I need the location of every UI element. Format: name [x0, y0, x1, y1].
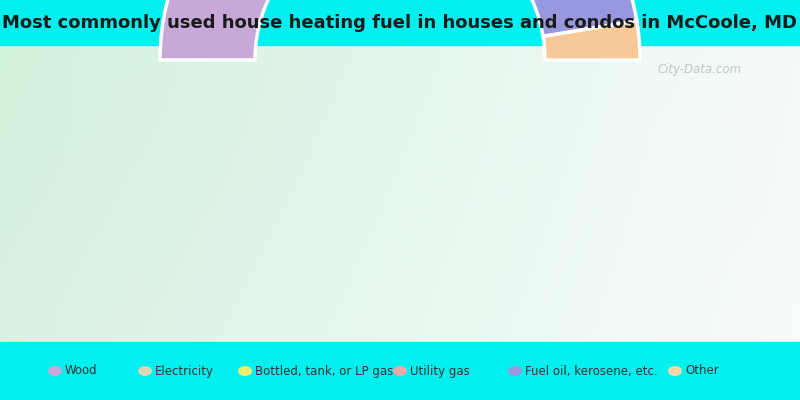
Wedge shape: [160, 0, 312, 60]
Text: Wood: Wood: [65, 364, 98, 378]
Bar: [0, 342, 800, 400]
Text: Fuel oil, kerosene, etc.: Fuel oil, kerosene, etc.: [525, 364, 658, 378]
Ellipse shape: [48, 366, 62, 376]
Ellipse shape: [138, 366, 152, 376]
Text: Utility gas: Utility gas: [410, 364, 470, 378]
Ellipse shape: [393, 366, 407, 376]
Bar: [0, 0, 800, 45]
Text: Other: Other: [685, 364, 718, 378]
Text: City-Data.com: City-Data.com: [658, 64, 742, 76]
Ellipse shape: [508, 366, 522, 376]
Ellipse shape: [238, 366, 252, 376]
Wedge shape: [518, 0, 637, 36]
Text: Most commonly used house heating fuel in houses and condos in McCoole, MD: Most commonly used house heating fuel in…: [2, 14, 798, 32]
Text: Bottled, tank, or LP gas: Bottled, tank, or LP gas: [255, 364, 394, 378]
Text: Electricity: Electricity: [155, 364, 214, 378]
Ellipse shape: [668, 366, 682, 376]
Wedge shape: [543, 21, 640, 60]
